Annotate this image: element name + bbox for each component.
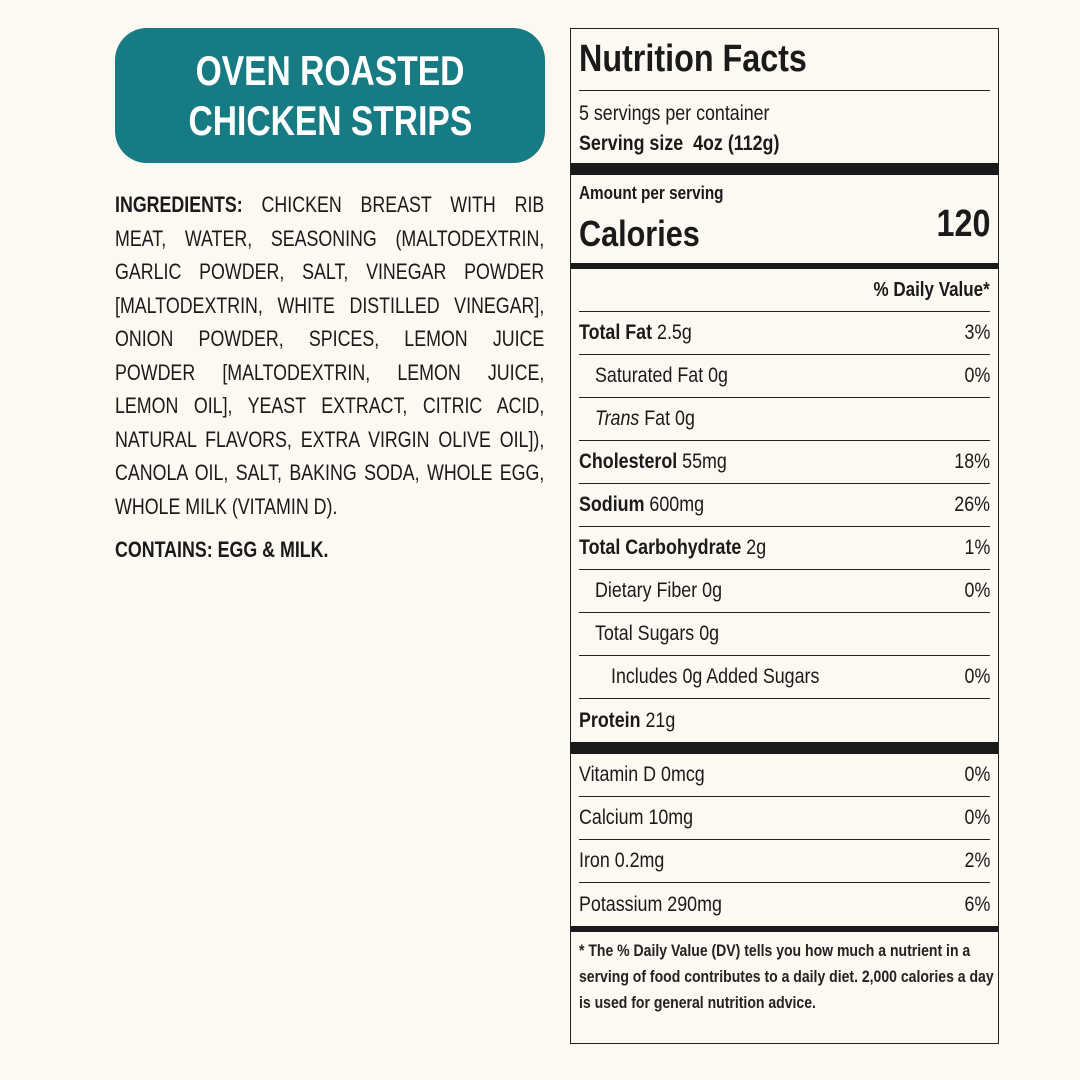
nutrient-label: Vitamin D 0mcg xyxy=(579,763,705,787)
nutrient-row: Vitamin D 0mcg 0% xyxy=(579,754,990,797)
calories-block: Amount per serving Calories 120 xyxy=(579,175,990,263)
nutrient-label: Saturated Fat 0g xyxy=(595,364,728,388)
title-line: CHICKEN STRIPS xyxy=(188,96,472,144)
daily-value: 0% xyxy=(964,579,990,602)
nutrient-label: Total Carbohydrate 2g xyxy=(579,536,766,560)
nutrient-row: Saturated Fat 0g 0% xyxy=(579,355,990,398)
nutrient-amount: 0mcg xyxy=(661,763,705,786)
ingredients: INGREDIENTS: CHICKEN BREAST WITH RIB MEA… xyxy=(115,188,544,523)
daily-value: 2% xyxy=(964,849,990,872)
allergens: CONTAINS: EGG & MILK. xyxy=(115,537,329,562)
nutrient-row: Includes 0g Added Sugars 0% xyxy=(579,656,990,699)
nutrient-name: Cholesterol xyxy=(579,450,678,473)
nutrient-label: Dietary Fiber 0g xyxy=(595,579,722,603)
nutrient-amount: 0g xyxy=(699,622,720,645)
daily-value: 0% xyxy=(964,763,990,786)
calories-value: 120 xyxy=(936,203,990,245)
separator xyxy=(571,263,998,269)
daily-value: 0% xyxy=(964,364,990,387)
nutrient-name: Protein xyxy=(579,708,641,732)
nutrient-amount: Fat 0g xyxy=(644,407,695,430)
nutrient-name: Total Sugars xyxy=(595,622,695,645)
nutrient-row: Dietary Fiber 0g 0% xyxy=(579,570,990,613)
nutrient-row: Iron 0.2mg 2% xyxy=(579,840,990,883)
nutrient-label: Iron 0.2mg xyxy=(579,849,664,873)
nutrient-amount: 0g xyxy=(702,579,722,602)
nutrient-row: Cholesterol 55mg 18% xyxy=(579,441,990,484)
daily-value: 26% xyxy=(954,493,990,516)
daily-value: 6% xyxy=(964,892,990,916)
dv-header-text: % Daily Value* xyxy=(873,278,990,301)
nutrition-heading: Nutrition Facts xyxy=(579,29,990,91)
nutrient-name: Calcium xyxy=(579,806,644,829)
separator xyxy=(571,163,998,175)
nutrient-label: Calcium 10mg xyxy=(579,806,693,830)
daily-value: 0% xyxy=(964,806,990,829)
servings-block: 5 servings per container Serving size 4o… xyxy=(579,91,990,163)
separator xyxy=(571,742,998,754)
nutrient-amount: 10mg xyxy=(648,806,694,829)
serving-size: Serving size 4oz (112g) xyxy=(579,129,779,159)
nutrient-name: Total Carbohydrate xyxy=(579,536,742,559)
nutrient-list: Total Fat 2.5g 3% Saturated Fat 0g 0% Trans … xyxy=(579,312,990,742)
nutrient-row: Total Carbohydrate 2g 1% xyxy=(579,527,990,570)
nutrient-name: Sodium xyxy=(579,493,645,516)
calories-label: Calories xyxy=(579,213,700,254)
ingredients-text: CHICKEN BREAST WITH RIB MEAT, WATER, SEA… xyxy=(115,192,545,519)
daily-value: 0% xyxy=(964,665,990,688)
nutrient-amount: 21g xyxy=(645,708,676,732)
nutrient-row: Sodium 600mg 26% xyxy=(579,484,990,527)
title-line: OVEN ROASTED xyxy=(195,46,465,94)
daily-value: 18% xyxy=(954,450,990,473)
nutrient-amount: 2g xyxy=(746,536,767,559)
product-title: OVEN ROASTED CHICKEN STRIPS xyxy=(115,28,545,163)
nutrient-amount: 290mg xyxy=(667,892,722,916)
nutrient-amount: 600mg xyxy=(649,493,705,516)
daily-value: 3% xyxy=(964,321,990,344)
nutrient-name: Vitamin D xyxy=(579,763,657,786)
ingredients-section: INGREDIENTS: CHICKEN BREAST WITH RIB MEA… xyxy=(115,188,544,566)
nutrient-amount: 2.5g xyxy=(657,321,692,344)
vitamin-list: Vitamin D 0mcg 0% Calcium 10mg 0% Iron 0.2mg… xyxy=(579,754,990,926)
nutrient-label: Total Sugars 0g xyxy=(595,622,719,646)
serving-size-label: Serving size xyxy=(579,132,684,155)
nutrient-label: Cholesterol 55mg xyxy=(579,450,727,474)
nutrient-name: Saturated Fat xyxy=(595,364,704,387)
nutrient-row: Potassium 290mg 6% xyxy=(579,883,990,926)
nutrient-row: Trans Fat 0g xyxy=(579,398,990,441)
nutrient-name: Dietary Fiber xyxy=(595,579,698,602)
nutrient-name: Trans xyxy=(595,407,640,430)
nutrient-row: Total Fat 2.5g 3% xyxy=(579,312,990,355)
footnote: * The % Daily Value (DV) tells you how m… xyxy=(579,942,994,1012)
nutrient-label: Includes 0g Added Sugars xyxy=(611,665,819,689)
amount-per-serving: Amount per serving xyxy=(579,183,724,203)
nutrient-name: Total Fat xyxy=(579,321,653,344)
nutrient-amount: 55mg xyxy=(682,450,727,473)
nutrient-row: Total Sugars 0g xyxy=(579,613,990,656)
nutrient-label: Sodium 600mg xyxy=(579,493,704,517)
nutrition-facts: Nutrition Facts 5 servings per container… xyxy=(570,28,999,1044)
nutrient-amount: 0.2mg xyxy=(614,849,665,872)
nutrient-name: Includes 0g Added Sugars xyxy=(611,665,820,688)
ingredients-label: INGREDIENTS: xyxy=(115,192,243,217)
nutrient-label: Trans Fat 0g xyxy=(595,407,695,431)
heading-text: Nutrition Facts xyxy=(579,38,807,80)
nutrient-row: Protein 21g xyxy=(579,699,990,742)
servings: 5 servings per container xyxy=(579,102,770,125)
daily-value: 1% xyxy=(964,536,990,559)
separator xyxy=(571,926,998,932)
nutrient-name: Potassium xyxy=(579,892,663,916)
nutrient-row: Calcium 10mg 0% xyxy=(579,797,990,840)
nutrient-label: Potassium 290mg xyxy=(579,893,722,917)
nutrient-amount: 0g xyxy=(708,364,728,387)
nutrient-name: Iron xyxy=(579,849,610,872)
nutrient-label: Protein 21g xyxy=(579,709,675,733)
dv-header: % Daily Value* xyxy=(579,269,990,312)
serving-size-value: 4oz (112g) xyxy=(693,132,780,155)
nutrient-label: Total Fat 2.5g xyxy=(579,321,692,345)
footnote-block: * The % Daily Value (DV) tells you how m… xyxy=(579,932,994,1016)
